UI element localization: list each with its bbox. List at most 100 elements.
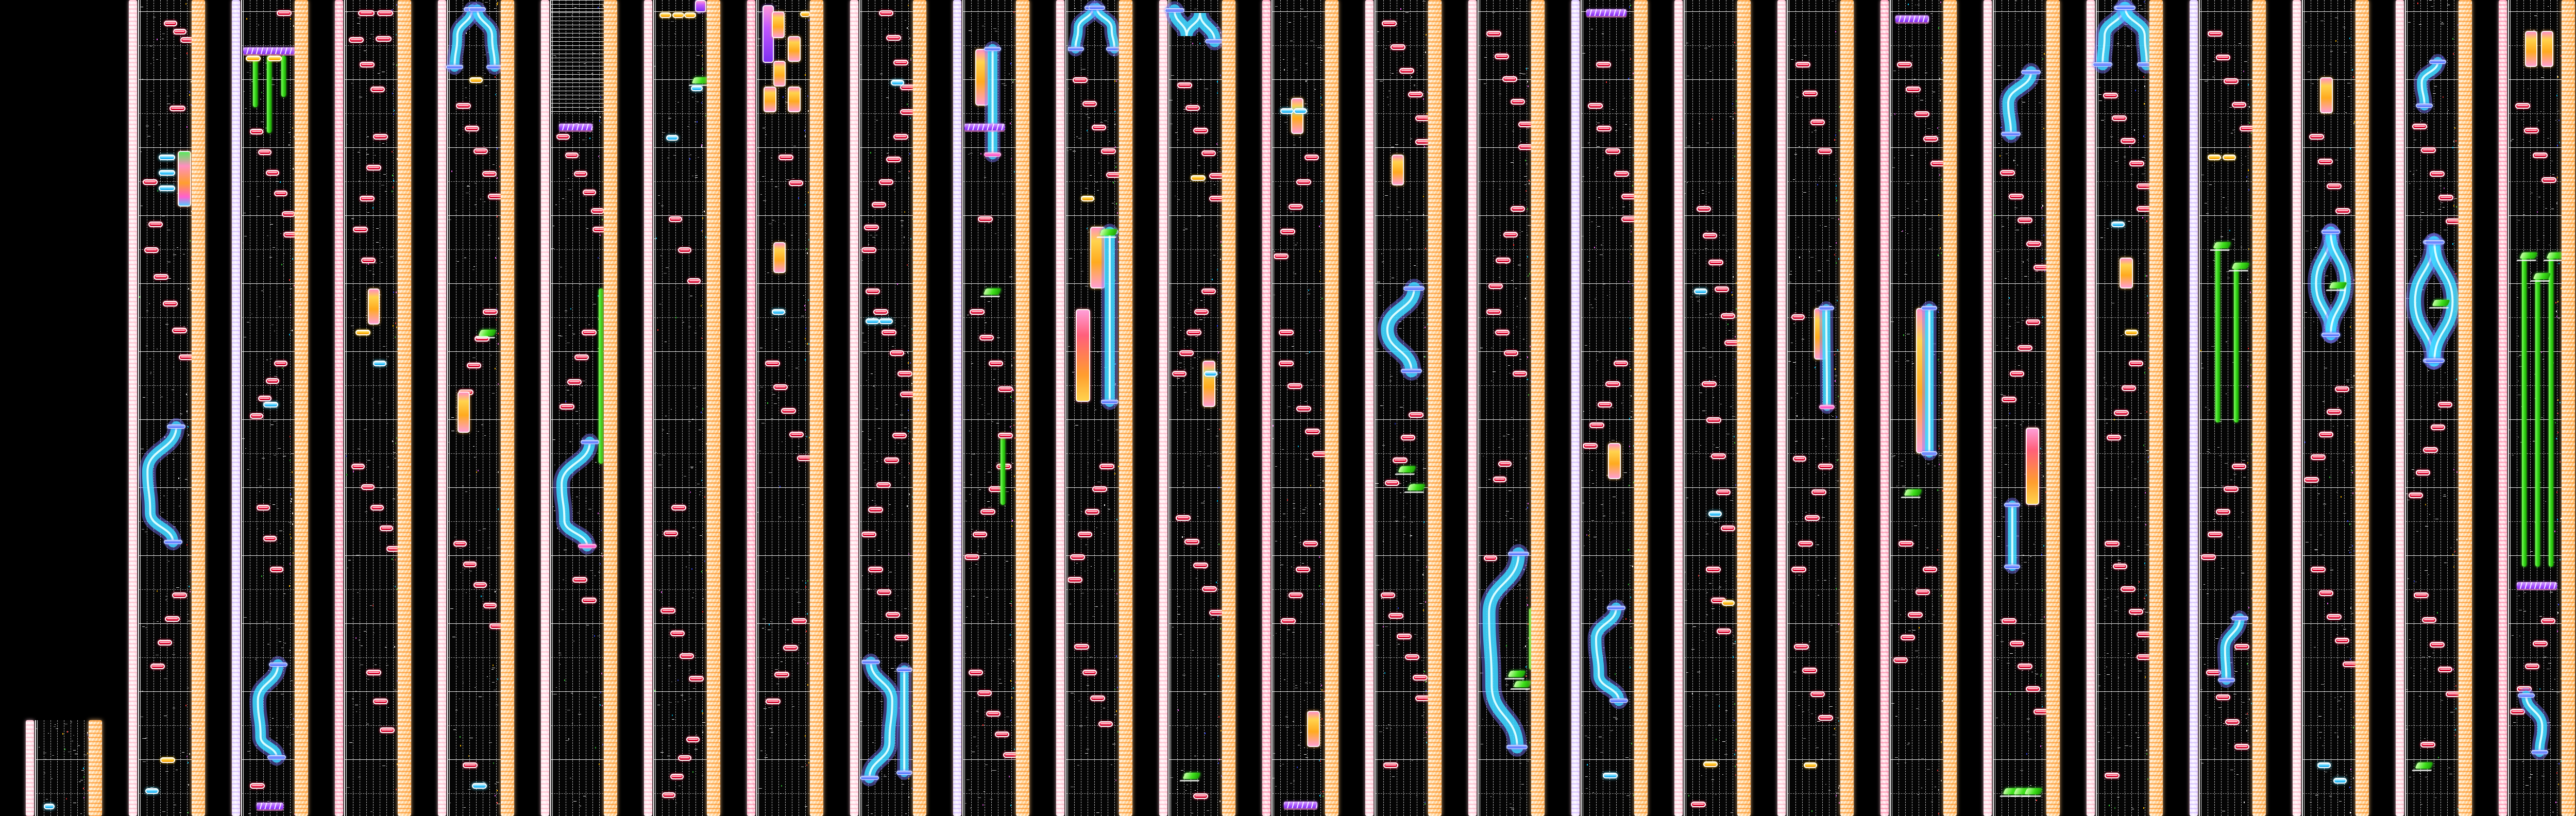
ribbon-right	[1222, 0, 1235, 816]
tap-note	[1288, 204, 1303, 210]
strip-lane-field	[2092, 0, 2157, 816]
beat-line	[242, 45, 297, 46]
lane-line	[243, 0, 244, 816]
speckle	[393, 292, 394, 293]
tick-dash	[1730, 116, 1732, 117]
speckle	[293, 552, 294, 554]
tick-dash	[655, 452, 657, 453]
measure-line	[1685, 691, 1739, 692]
speckle	[396, 64, 397, 66]
air-hold-note	[267, 56, 272, 133]
measure-line	[1685, 759, 1739, 760]
beat-line	[345, 657, 400, 658]
tap-note	[1279, 361, 1294, 366]
hold-note	[772, 11, 785, 38]
tick-dash	[1273, 753, 1275, 754]
speckle	[1736, 105, 1737, 107]
measure-line	[757, 691, 812, 692]
tick-dash	[673, 624, 674, 625]
tick-dash	[666, 267, 669, 268]
speckle	[1732, 69, 1733, 70]
measure-line	[1685, 487, 1739, 488]
ribbon-right	[1016, 0, 1029, 816]
tick-dash	[173, 526, 176, 527]
ribbon-left	[1571, 0, 1580, 816]
tick-dash	[51, 778, 53, 779]
tap-note	[662, 792, 675, 798]
slide-cap	[2416, 104, 2433, 108]
speckle	[397, 158, 398, 160]
speckle	[1319, 556, 1320, 558]
tick-dash	[1309, 418, 1310, 419]
tick-dash	[1305, 507, 1307, 508]
measure-line	[757, 283, 812, 284]
tick-dash	[174, 58, 176, 59]
tap-note	[263, 536, 277, 541]
tick-dash	[769, 472, 772, 473]
tap-note	[1280, 229, 1295, 234]
tap-note	[773, 384, 788, 390]
lane-line	[37, 720, 38, 816]
speckle	[394, 646, 395, 648]
tick-dash	[799, 466, 800, 467]
measure-line	[242, 215, 297, 216]
tap-note	[1498, 461, 1512, 467]
lane-line	[346, 0, 347, 816]
ribbon-right	[1634, 0, 1648, 816]
slide-layer	[1587, 599, 1628, 709]
beat-line	[345, 249, 400, 250]
air-note	[1407, 484, 1426, 490]
speckle	[1273, 425, 1274, 427]
slide-cap	[163, 540, 182, 544]
beat-line	[242, 385, 297, 386]
flick-note	[2317, 762, 2331, 768]
measure-line	[757, 351, 812, 352]
tick-dash	[781, 661, 783, 662]
chart-strip	[850, 0, 927, 816]
flick-note	[1603, 773, 1618, 778]
hold-note	[764, 87, 777, 112]
tick-dash	[376, 228, 379, 229]
tick-dash	[268, 670, 269, 671]
speckle	[188, 426, 189, 428]
speckle	[805, 735, 806, 737]
beat-line	[757, 317, 812, 318]
speckle	[185, 705, 187, 706]
beat-line	[1273, 45, 1327, 46]
tick-dash	[1685, 193, 1686, 194]
ribbon-right	[192, 0, 205, 816]
measure-line	[757, 759, 812, 760]
tap-note	[274, 191, 287, 196]
tap-note	[792, 618, 807, 624]
tick-dash	[777, 653, 779, 654]
speckle	[805, 74, 806, 76]
speckle	[1324, 690, 1325, 692]
beat-line	[345, 453, 400, 454]
tap-note	[788, 180, 804, 186]
slide-cap	[468, 7, 486, 11]
tick-dash	[291, 734, 294, 735]
tick-dash	[162, 33, 165, 34]
tick-dash	[1695, 451, 1698, 452]
beat-line	[139, 725, 194, 726]
flick-note	[690, 86, 703, 91]
speckle	[294, 614, 295, 615]
speckle	[701, 230, 702, 231]
measure-line	[654, 419, 709, 420]
speckle	[808, 239, 809, 241]
ribbon-left	[1262, 0, 1270, 816]
tick-dash	[1282, 449, 1284, 450]
tick-dash	[1273, 635, 1274, 636]
tick-dash	[165, 324, 168, 325]
speckle	[190, 524, 191, 526]
tick-dash	[672, 11, 674, 12]
speckle	[808, 20, 809, 21]
ribbon-left	[644, 0, 652, 816]
measure-line	[1273, 147, 1327, 148]
beat-line	[242, 725, 297, 726]
speckle	[396, 437, 397, 439]
tap-note	[361, 484, 375, 490]
speckle	[808, 343, 809, 345]
speckle	[281, 264, 282, 265]
beat-line	[345, 521, 400, 522]
